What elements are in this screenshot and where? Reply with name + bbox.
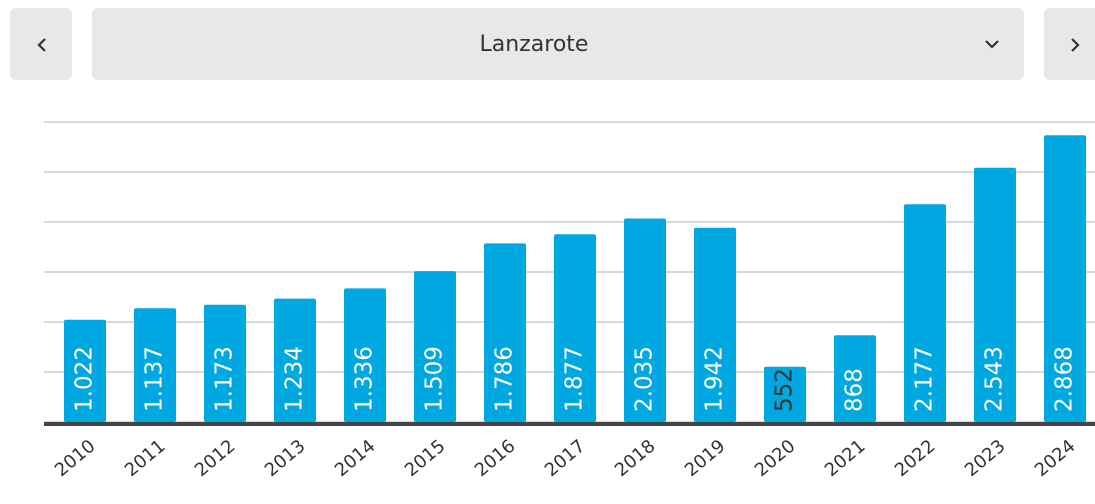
value-label: 1.942 (702, 346, 728, 412)
bar (694, 227, 736, 422)
dropdown-icon (985, 40, 999, 49)
x-tick-label: 2014 (331, 436, 380, 482)
value-label: 1.137 (142, 346, 168, 412)
value-label: 868 (842, 368, 868, 412)
bar (1044, 135, 1086, 422)
bar (904, 204, 946, 422)
value-label: 2.543 (982, 346, 1008, 412)
x-tick-label: 2011 (121, 436, 170, 482)
x-tick-label: 2021 (821, 436, 870, 482)
bar (274, 298, 316, 422)
bar (134, 308, 176, 422)
x-tick-label: 2017 (541, 436, 590, 482)
bar (834, 335, 876, 422)
bar (624, 218, 666, 422)
value-label: 2.177 (912, 346, 938, 412)
x-tick-label: 2023 (961, 436, 1010, 482)
x-tick-label: 2020 (751, 436, 800, 482)
value-label: 1.234 (282, 346, 308, 412)
region-select-value: Lanzarote (480, 32, 589, 57)
value-label: 1.877 (562, 346, 588, 412)
prev-icon (37, 38, 46, 52)
value-label: 1.786 (492, 346, 518, 412)
next-icon (1071, 38, 1080, 52)
value-label: 2.035 (632, 346, 658, 412)
bar (554, 234, 596, 422)
x-tick-label: 2015 (401, 436, 450, 482)
value-label: 2.868 (1052, 346, 1078, 412)
x-tick-label: 2018 (611, 436, 660, 482)
x-tick-label: 2019 (681, 436, 730, 482)
x-tick-label: 2024 (1031, 436, 1080, 482)
region-select[interactable] (92, 8, 1024, 80)
bar (484, 243, 526, 422)
bar (64, 319, 106, 422)
bar (764, 366, 806, 422)
x-tick-label: 2022 (891, 436, 940, 482)
value-label: 1.509 (422, 346, 448, 412)
bar (414, 271, 456, 422)
x-tick-label: 2016 (471, 436, 520, 482)
bar (974, 167, 1016, 422)
x-tick-label: 2013 (261, 436, 310, 482)
next-button[interactable] (1044, 8, 1095, 80)
value-label: 552 (772, 368, 798, 412)
value-label: 1.336 (352, 346, 378, 412)
x-tick-label: 2012 (191, 436, 240, 482)
bar (344, 288, 386, 422)
value-label: 1.022 (72, 346, 98, 412)
x-tick-label: 2010 (51, 436, 100, 482)
value-label: 1.173 (212, 346, 238, 412)
bar (204, 304, 246, 422)
